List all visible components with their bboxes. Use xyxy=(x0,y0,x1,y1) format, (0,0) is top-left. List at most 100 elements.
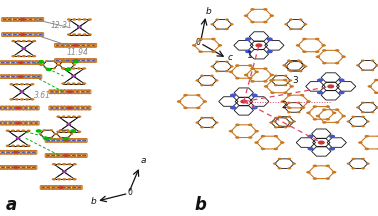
Circle shape xyxy=(374,91,378,94)
Circle shape xyxy=(329,147,335,150)
FancyBboxPatch shape xyxy=(0,151,37,154)
Circle shape xyxy=(32,55,36,57)
Circle shape xyxy=(19,153,23,155)
Circle shape xyxy=(63,106,67,108)
Circle shape xyxy=(21,63,24,65)
Circle shape xyxy=(76,156,80,158)
Circle shape xyxy=(71,44,75,46)
Circle shape xyxy=(210,126,214,129)
Circle shape xyxy=(40,32,43,34)
Circle shape xyxy=(16,32,19,34)
Circle shape xyxy=(287,125,291,127)
Circle shape xyxy=(69,60,72,62)
Circle shape xyxy=(1,62,5,64)
Circle shape xyxy=(5,32,9,34)
Circle shape xyxy=(81,91,85,93)
Circle shape xyxy=(56,59,59,62)
Circle shape xyxy=(339,79,344,82)
Circle shape xyxy=(347,162,350,165)
Circle shape xyxy=(77,67,81,70)
Circle shape xyxy=(77,82,81,85)
Circle shape xyxy=(287,167,291,170)
FancyBboxPatch shape xyxy=(2,18,44,21)
Circle shape xyxy=(66,156,70,158)
Circle shape xyxy=(245,38,251,41)
Circle shape xyxy=(9,32,12,34)
Text: b: b xyxy=(91,197,96,206)
Circle shape xyxy=(32,124,36,125)
Circle shape xyxy=(49,138,53,140)
Circle shape xyxy=(53,106,56,108)
Circle shape xyxy=(18,18,22,21)
Circle shape xyxy=(270,91,275,94)
Circle shape xyxy=(21,77,24,79)
Circle shape xyxy=(38,60,42,62)
Circle shape xyxy=(50,107,54,109)
Circle shape xyxy=(283,79,288,81)
Circle shape xyxy=(47,185,51,187)
Circle shape xyxy=(69,68,72,70)
Circle shape xyxy=(329,135,335,138)
Circle shape xyxy=(245,50,251,53)
Circle shape xyxy=(32,121,36,123)
Circle shape xyxy=(67,82,71,85)
Circle shape xyxy=(93,46,96,48)
Circle shape xyxy=(287,59,291,62)
Circle shape xyxy=(304,65,307,68)
Circle shape xyxy=(76,61,79,63)
Circle shape xyxy=(5,150,9,152)
Circle shape xyxy=(267,38,273,41)
Circle shape xyxy=(35,121,39,123)
Circle shape xyxy=(79,43,82,45)
Circle shape xyxy=(62,61,65,63)
Circle shape xyxy=(70,89,73,91)
Circle shape xyxy=(76,59,80,62)
Circle shape xyxy=(83,138,87,140)
Circle shape xyxy=(17,40,21,42)
Circle shape xyxy=(196,94,201,97)
Circle shape xyxy=(252,94,257,97)
Circle shape xyxy=(70,108,73,110)
Circle shape xyxy=(203,100,207,103)
Circle shape xyxy=(361,116,365,118)
Circle shape xyxy=(73,153,77,155)
Circle shape xyxy=(49,108,53,110)
Circle shape xyxy=(68,185,72,187)
Circle shape xyxy=(40,185,44,187)
Circle shape xyxy=(198,38,203,40)
FancyBboxPatch shape xyxy=(2,33,44,36)
Circle shape xyxy=(22,108,25,110)
Circle shape xyxy=(267,50,273,53)
Circle shape xyxy=(77,106,81,108)
Circle shape xyxy=(45,141,49,143)
Circle shape xyxy=(14,77,17,79)
Circle shape xyxy=(20,83,24,86)
Circle shape xyxy=(33,153,37,155)
Circle shape xyxy=(252,106,257,109)
Circle shape xyxy=(67,92,70,94)
Circle shape xyxy=(44,188,48,190)
Circle shape xyxy=(0,107,2,109)
Circle shape xyxy=(1,166,5,168)
Circle shape xyxy=(39,133,42,135)
Circle shape xyxy=(25,108,29,110)
Circle shape xyxy=(69,46,72,48)
Circle shape xyxy=(225,60,229,63)
Circle shape xyxy=(0,74,4,76)
Circle shape xyxy=(29,35,33,37)
Circle shape xyxy=(297,59,301,62)
Circle shape xyxy=(33,168,37,170)
Circle shape xyxy=(15,124,18,125)
Circle shape xyxy=(29,165,33,167)
Circle shape xyxy=(56,106,60,108)
Circle shape xyxy=(55,61,59,63)
Circle shape xyxy=(93,58,96,60)
Circle shape xyxy=(9,98,14,100)
Circle shape xyxy=(15,106,21,110)
Circle shape xyxy=(77,92,81,94)
Circle shape xyxy=(254,130,259,132)
Circle shape xyxy=(11,40,15,42)
Circle shape xyxy=(49,153,53,155)
Circle shape xyxy=(248,77,253,79)
Circle shape xyxy=(62,43,65,45)
